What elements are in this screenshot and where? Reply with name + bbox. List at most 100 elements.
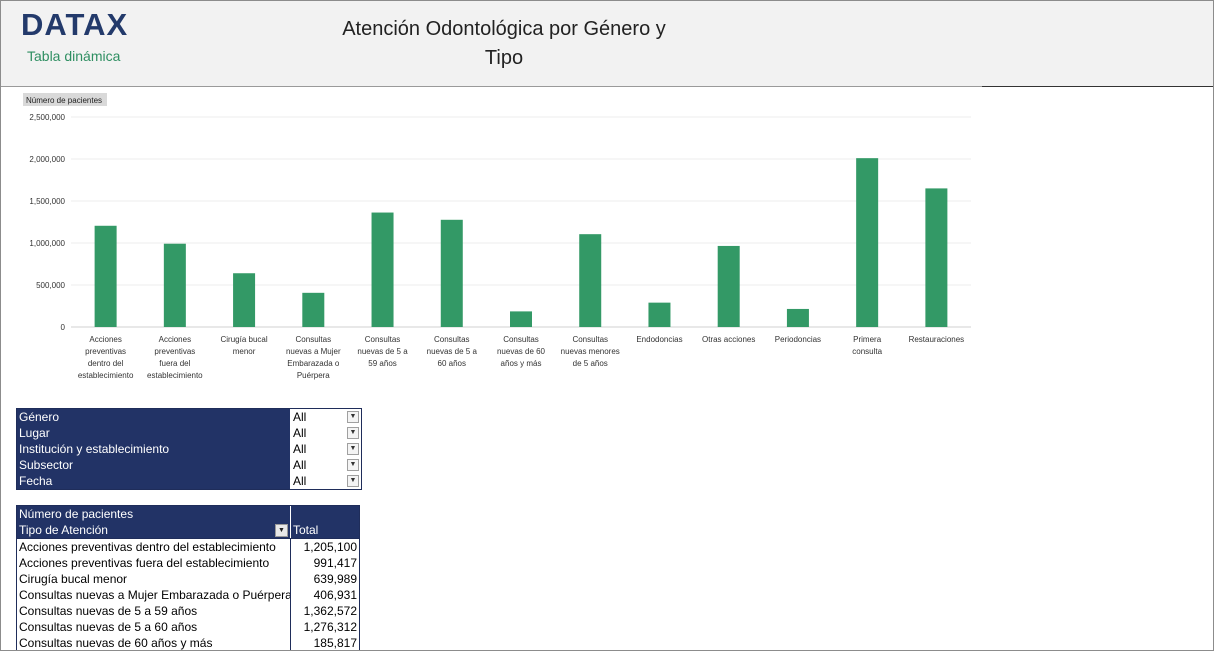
filter-value-text: All [293, 442, 307, 456]
x-tick-label-line: establecimiento [78, 371, 134, 380]
bar [510, 311, 532, 327]
bar [856, 158, 879, 327]
x-tick-label-line: Consultas [296, 335, 332, 344]
filter-value-text: All [293, 458, 307, 472]
x-tick-label: Primera consulta [852, 335, 882, 356]
x-tick-label-line: consulta [852, 347, 882, 356]
row-value: 1,276,312 [290, 619, 360, 635]
datax-logo: DATAX [21, 7, 129, 42]
x-tick-label: Otras acciones [702, 335, 755, 344]
x-tick-label-line: Primera [853, 335, 882, 344]
x-tick-label: Periodoncias [775, 335, 821, 344]
pivot-table: Número de pacientes Tipo de Atención ▼ T… [16, 505, 360, 650]
x-tick-label-line: menor [233, 347, 256, 356]
bar [925, 188, 948, 327]
y-tick-label: 0 [61, 323, 66, 332]
bar [371, 212, 394, 327]
x-tick-label-line: años y más [501, 359, 542, 368]
filter-value[interactable]: All ▼ [290, 409, 361, 425]
x-tick-label: Cirugía bucal menor [221, 335, 268, 356]
filter-value[interactable]: All ▼ [290, 457, 361, 473]
x-tick-label-line: Periodoncias [775, 335, 821, 344]
title-line-2: Tipo [484, 47, 524, 69]
y-tick-label: 500,000 [36, 281, 65, 290]
x-tick-label-line: dentro del [88, 359, 124, 368]
filter-dropdown-icon[interactable]: ▼ [347, 411, 359, 423]
x-tick-label-line: Consultas [434, 335, 470, 344]
table-row: Consultas nuevas de 5 a 59 años 1,362,572 [16, 603, 360, 619]
x-tick-label-line: 60 años [438, 359, 466, 368]
y-tick-label: 1,500,000 [29, 197, 65, 206]
x-tick-label-line: 59 años [368, 359, 396, 368]
filter-label: Institución y establecimiento [17, 441, 290, 457]
x-tick-label: Consultas nuevas de 60 años y más [497, 335, 546, 368]
filter-value[interactable]: All ▼ [290, 425, 361, 441]
x-tick-label-line: nuevas de 60 [497, 347, 546, 356]
y-tick-label: 1,000,000 [29, 239, 65, 248]
filter-label: Género [17, 409, 290, 425]
pivot-header: Número de pacientes Tipo de Atención ▼ T… [16, 505, 360, 539]
filter-value-text: All [293, 426, 307, 440]
filter-dropdown-icon[interactable]: ▼ [347, 427, 359, 439]
filter-value[interactable]: All ▼ [290, 473, 361, 489]
x-tick-label-line: Consultas [503, 335, 539, 344]
y-axis-label: Número de pacientes [26, 96, 102, 105]
table-row: Consultas nuevas a Mujer Embarazada o Pu… [16, 587, 360, 603]
x-tick-label-line: nuevas menores [561, 347, 620, 356]
row-value: 991,417 [290, 555, 360, 571]
x-tick-label-line: fuera del [159, 359, 190, 368]
pivot-header-blank [290, 506, 359, 522]
pivot-col-header: Total [290, 522, 359, 538]
pivot-chart[interactable]: Número de pacientes 0 500,000 1,000,000 1,50… [1, 89, 991, 389]
x-tick-label-line: Embarazada o [287, 359, 340, 368]
bar [786, 308, 809, 327]
bar [302, 292, 325, 327]
x-tick-label-line: Puérpera [297, 371, 330, 380]
pivot-filters: Género All ▼ Lugar All ▼ Institución y estable… [16, 408, 362, 490]
row-label: Consultas nuevas de 5 a 60 años [16, 619, 290, 635]
x-tick-label-line: establecimiento [147, 371, 203, 380]
row-value: 406,931 [290, 587, 360, 603]
row-value: 1,205,100 [290, 539, 360, 555]
x-tick-label: Consultas nuevas de 5 a 60 años [427, 335, 478, 368]
x-tick-label: Acciones preventivas dentro del establecimi… [78, 335, 134, 380]
row-filter-dropdown-icon[interactable]: ▼ [275, 524, 288, 537]
filter-value-text: All [293, 410, 307, 424]
filter-dropdown-icon[interactable]: ▼ [347, 475, 359, 487]
row-label: Acciones preventivas fuera del estableci… [16, 555, 290, 571]
filter-value-text: All [293, 474, 307, 488]
logo-subtitle: Tabla dinámica [27, 48, 121, 64]
table-row: Consultas nuevas de 60 años y más 185,817 [16, 635, 360, 650]
x-tick-label-line: Acciones [89, 335, 121, 344]
row-label: Consultas nuevas a Mujer Embarazada o Pu… [16, 587, 290, 603]
header-band: DATAX Tabla dinámica Atención Odontológi… [1, 1, 1213, 87]
filter-value[interactable]: All ▼ [290, 441, 361, 457]
row-value: 639,989 [290, 571, 360, 587]
x-tick-label-line: preventivas [85, 347, 126, 356]
x-tick-label-line: de 5 años [573, 359, 608, 368]
bar [94, 225, 117, 327]
filter-row: Fecha All ▼ [17, 473, 361, 489]
x-tick-label: Consultas nuevas menores de 5 años [561, 335, 620, 368]
x-tick-label-line: Consultas [572, 335, 608, 344]
row-value: 185,817 [290, 635, 360, 650]
y-tick-label: 2,000,000 [29, 155, 65, 164]
x-tick-label-line: Otras acciones [702, 335, 755, 344]
filter-label: Subsector [17, 457, 290, 473]
row-label: Consultas nuevas de 5 a 59 años [16, 603, 290, 619]
x-tick-label-line: nuevas de 5 a [427, 347, 478, 356]
x-tick-label-line: nuevas de 5 a [357, 347, 408, 356]
filter-dropdown-icon[interactable]: ▼ [347, 459, 359, 471]
filter-dropdown-icon[interactable]: ▼ [347, 443, 359, 455]
x-tick-label-line: Cirugía bucal [221, 335, 268, 344]
pivot-measure-label: Número de pacientes [19, 507, 134, 521]
filter-row: Subsector All ▼ [17, 457, 361, 473]
row-value: 1,362,572 [290, 603, 360, 619]
ylabel-box [23, 93, 107, 106]
filter-label: Lugar [17, 425, 290, 441]
x-tick-label: Endodoncias [636, 335, 682, 344]
pivot-row-header: Tipo de Atención ▼ [17, 522, 290, 538]
bar [717, 245, 740, 327]
header-divider [982, 86, 1213, 87]
